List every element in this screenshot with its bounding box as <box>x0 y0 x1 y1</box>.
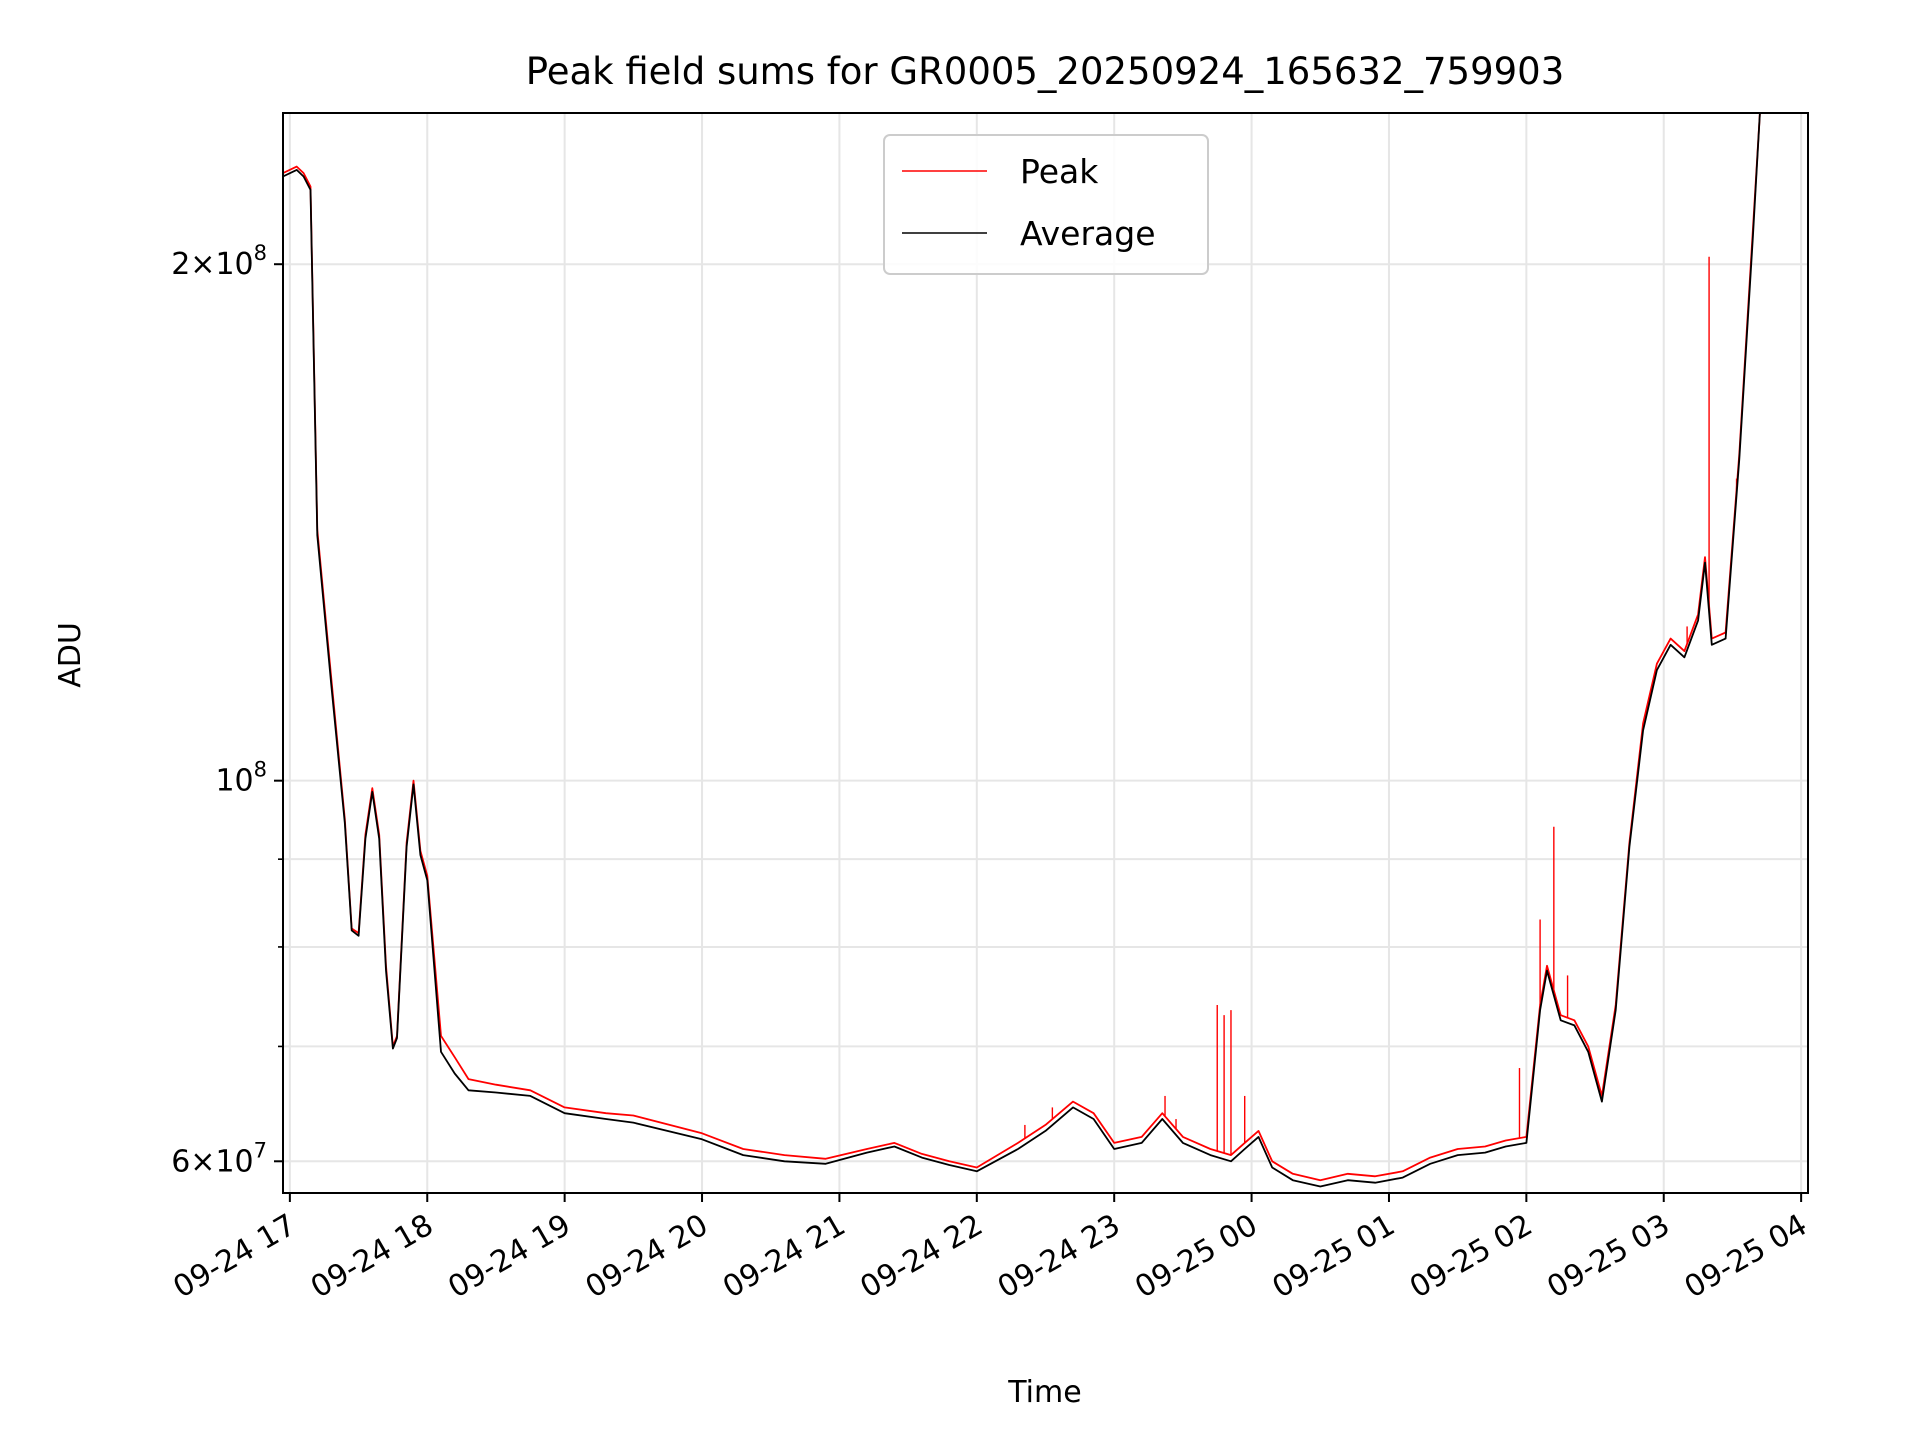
y-axis-label: ADU <box>53 622 88 688</box>
legend-box <box>883 134 1209 275</box>
y-tick-label: 6×107 <box>171 1138 267 1179</box>
x-axis-label: Time <box>1007 1375 1081 1410</box>
series-layer <box>283 113 1761 1188</box>
y-axis: 6×107 108 2×108 <box>171 241 283 1179</box>
legend-label-peak: Peak <box>1020 152 1099 191</box>
legend: Peak Average <box>883 134 1209 275</box>
legend-label-average: Average <box>1020 214 1156 253</box>
y-tick-label: 108 <box>215 758 267 799</box>
series-line-average <box>283 113 1761 1188</box>
chart-title: Peak field sums for GR0005_20250924_1656… <box>526 50 1565 93</box>
plot-frame <box>282 112 1809 1194</box>
y-tick-label: 2×108 <box>171 241 267 282</box>
